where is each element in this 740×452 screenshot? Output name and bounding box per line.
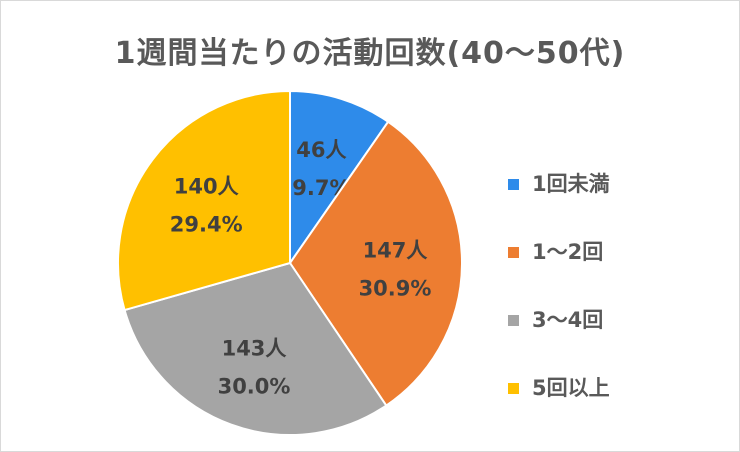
data-label-percent: 29.4% (170, 213, 243, 237)
legend-swatch (508, 179, 519, 190)
chart-title: 1週間当たりの活動回数(40～50代) (114, 36, 626, 71)
legend-label: 1～2回 (532, 240, 604, 264)
pie-slice-3 (117, 89, 291, 312)
data-label-count: 147人 (363, 239, 428, 263)
legend-swatch (508, 383, 519, 394)
legend-label: 1回未満 (532, 172, 610, 196)
legend-swatch (508, 315, 519, 326)
data-label-count: 140人 (174, 175, 239, 199)
pie-slice-0 (289, 89, 390, 267)
data-label-percent: 30.9% (359, 277, 432, 301)
legend-swatch (508, 247, 519, 258)
legend-label: 5回以上 (532, 376, 610, 400)
data-label-count: 143人 (222, 337, 287, 361)
data-label-percent: 30.0% (218, 375, 291, 399)
pie-slice-2 (123, 261, 388, 436)
pie-slice-1 (288, 120, 463, 407)
legend-label: 3～4回 (532, 308, 604, 332)
data-label-count: 46人 (296, 138, 346, 162)
